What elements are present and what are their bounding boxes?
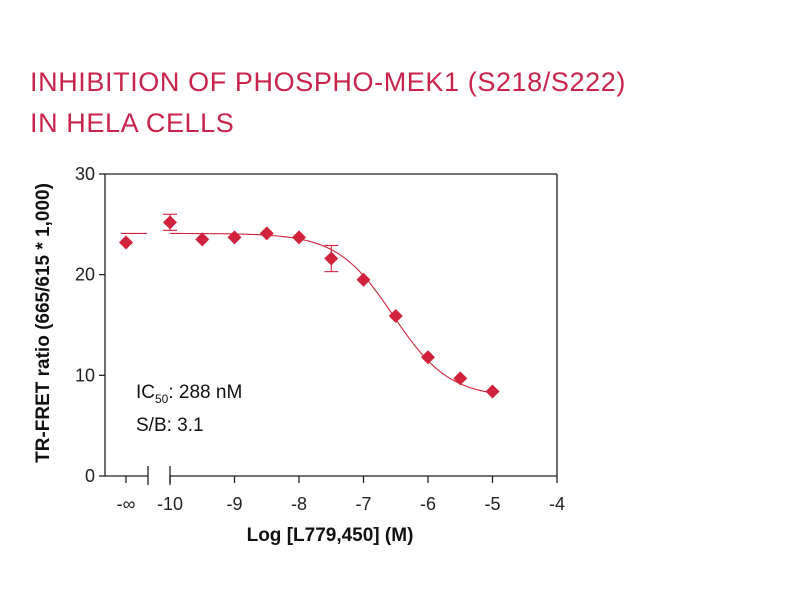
data-point <box>292 230 306 245</box>
data-point <box>388 308 403 323</box>
x-axis-title: Log [L779,450] (M) <box>247 525 414 546</box>
axis-labels: 0 10 20 30 -10 -9 -8 -7 -6 -5 -4 -∞ <box>75 164 565 514</box>
sb-annotation: S/B: 3.1 <box>136 415 204 436</box>
data-points <box>119 213 500 399</box>
x-tick-label: -10 <box>157 494 183 514</box>
x-tick-label: -4 <box>549 494 565 514</box>
y-tick-label: 20 <box>75 265 95 285</box>
x-tick-label: -5 <box>484 494 500 514</box>
chart-title-line-2: IN HELA CELLS <box>30 108 235 138</box>
y-tick-label: 10 <box>75 365 95 385</box>
chart-title: INHIBITION OF PHOSPHO-MEK1 (S218/S222) I… <box>30 62 626 144</box>
data-point <box>195 232 210 247</box>
x-tick-label: -6 <box>420 494 436 514</box>
y-tick-label: 0 <box>85 466 95 486</box>
x-tick-label-zero-conc: -∞ <box>117 494 136 514</box>
y-tick-label: 30 <box>75 164 95 184</box>
x-tick-label: -7 <box>355 494 371 514</box>
chart-title-line-1: INHIBITION OF PHOSPHO-MEK1 (S218/S222) <box>30 67 626 97</box>
data-point-zero-conc <box>119 235 133 250</box>
data-point <box>259 226 274 241</box>
data-point <box>227 230 242 245</box>
y-axis-title: TR-FRET ratio (665/615 * 1,000) <box>33 183 54 463</box>
data-point <box>453 371 468 386</box>
data-point <box>421 350 435 365</box>
data-point <box>324 251 339 266</box>
ic50-annotation: IC50: 288 nM <box>136 382 242 406</box>
data-point <box>356 272 371 287</box>
fit-curve-group <box>121 232 493 394</box>
x-tick-label: -8 <box>291 494 307 514</box>
axes <box>99 173 558 485</box>
x-tick-label: -9 <box>226 494 242 514</box>
data-point <box>163 215 177 230</box>
data-point <box>485 384 500 399</box>
